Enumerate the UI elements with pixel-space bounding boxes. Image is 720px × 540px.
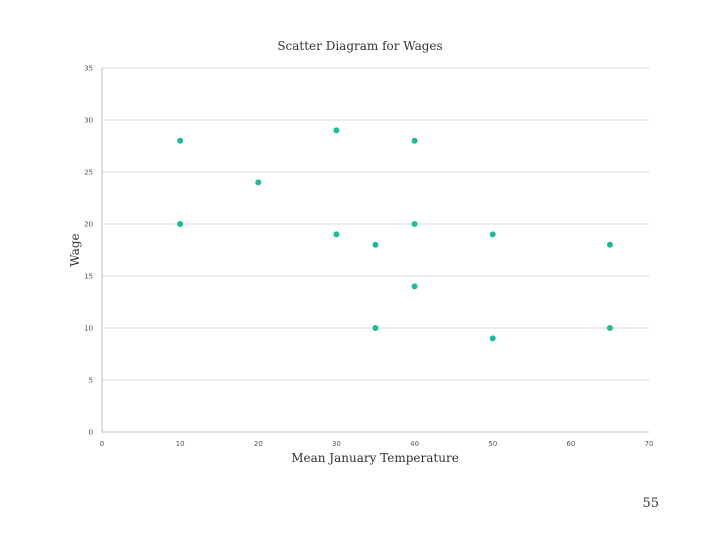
data-point <box>177 137 184 144</box>
x-axis-title: Mean January Temperature <box>291 451 459 465</box>
y-tick-label: 25 <box>84 169 93 177</box>
data-point <box>411 137 418 144</box>
data-point <box>489 231 496 238</box>
data-point <box>333 231 340 238</box>
y-tick-label: 15 <box>84 273 93 281</box>
y-tick-label: 30 <box>84 117 93 125</box>
y-tick-labels: 0 5 10 15 20 25 30 35 <box>84 65 93 437</box>
data-point <box>489 335 496 342</box>
data-point <box>372 325 379 331</box>
grid-lines <box>102 67 649 381</box>
x-tick-label: 70 <box>645 440 654 448</box>
y-tick-label: 35 <box>84 65 93 73</box>
x-tick-label: 10 <box>176 440 185 448</box>
x-tick-label: 60 <box>566 440 575 448</box>
x-tick-label: 20 <box>254 440 263 448</box>
page-number: 55 <box>642 496 659 511</box>
chart-title: Scatter Diagram for Wages <box>277 39 442 53</box>
data-point <box>333 127 340 134</box>
data-point <box>606 241 613 248</box>
x-tick-label: 50 <box>488 440 497 448</box>
data-point <box>411 221 418 227</box>
data-point <box>372 241 379 248</box>
y-tick-label: 20 <box>84 221 93 229</box>
x-tick-labels: 0 10 20 30 40 50 60 70 <box>100 440 654 448</box>
data-points <box>177 127 613 342</box>
data-point <box>177 221 184 227</box>
y-tick-label: 5 <box>89 377 93 385</box>
y-tick-label: 0 <box>89 429 93 437</box>
y-tick-label: 10 <box>84 325 93 333</box>
y-axis-title: Wage <box>68 233 82 266</box>
x-tick-label: 30 <box>332 440 341 448</box>
data-point <box>411 283 418 290</box>
axes <box>101 68 649 433</box>
data-point <box>606 325 613 331</box>
x-tick-label: 40 <box>410 440 419 448</box>
x-tick-label: 0 <box>100 440 104 448</box>
data-point <box>255 179 262 186</box>
